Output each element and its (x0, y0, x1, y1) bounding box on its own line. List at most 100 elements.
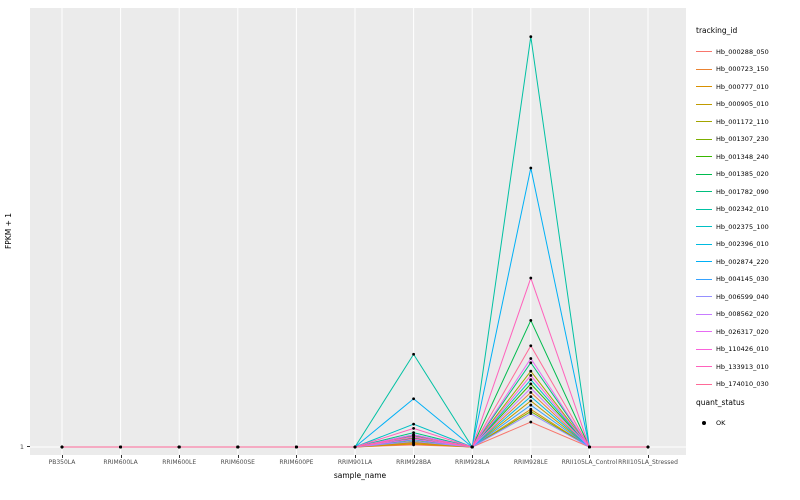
x-tick-label: RRIM600LA (103, 459, 138, 466)
legend-title-tracking-id: tracking_id (696, 26, 738, 35)
legend-key-line-icon (696, 191, 712, 193)
legend-item-Hb_002342_010: Hb_002342_010 (696, 201, 800, 219)
legend-item-label: Hb_002375_100 (716, 222, 769, 231)
data-point (529, 318, 533, 322)
y-tick-label: 1 (19, 443, 24, 451)
data-point (412, 431, 415, 435)
legend-item-Hb_000723_150: Hb_000723_150 (696, 61, 800, 79)
legend-key-line-icon (696, 296, 712, 298)
legend-item-label: Hb_133913_010 (716, 362, 769, 371)
legend-key-line-icon (696, 156, 712, 158)
legend-key-line-icon (696, 51, 712, 53)
data-point (412, 422, 415, 426)
legend-key-line-icon (696, 173, 712, 175)
data-point (353, 445, 357, 449)
data-point (529, 420, 533, 424)
x-tick-mark (62, 455, 63, 458)
legend-item-label: Hb_001782_090 (716, 187, 769, 196)
legend-key-line-icon (696, 86, 712, 88)
x-tick-mark (355, 455, 356, 458)
data-point (529, 395, 533, 399)
x-tick-mark (296, 455, 298, 458)
data-point (588, 445, 591, 449)
data-point (177, 445, 181, 449)
legend-item-label: Hb_002396_010 (716, 240, 769, 249)
legend-key-line-icon (696, 208, 712, 210)
x-axis-title: sample_name (333, 471, 387, 480)
legend-item-label: Hb_001348_240 (716, 152, 769, 161)
legend-item-Hb_001385_020: Hb_001385_020 (696, 166, 800, 184)
data-point (529, 407, 533, 411)
data-point (412, 440, 415, 443)
legend-item-Hb_002396_010: Hb_002396_010 (696, 236, 800, 254)
legend-item-label: Hb_000288_050 (716, 47, 769, 56)
x-tick-mark (589, 455, 591, 458)
legend-item-Hb_004145_030: Hb_004145_030 (696, 271, 800, 289)
legend-key-line-icon (696, 313, 712, 315)
legend-item-Hb_008562_020: Hb_008562_020 (696, 306, 800, 324)
data-point (295, 445, 298, 449)
data-point (529, 399, 533, 403)
y-tick-mark (27, 446, 30, 447)
legend-key-line-icon (696, 278, 712, 280)
legend-item-label: Hb_000905_010 (716, 100, 769, 109)
legend-item-label: Hb_006599_040 (716, 292, 769, 301)
x-tick-label: RRIM600LE (162, 459, 197, 466)
legend-item-Hb_133913_010: Hb_133913_010 (696, 358, 800, 376)
data-point (412, 352, 415, 356)
x-tick-label: RRII105LA_Stressed (618, 459, 678, 466)
x-tick-mark (472, 455, 474, 458)
legend-item-Hb_001348_240: Hb_001348_240 (696, 148, 800, 166)
data-point (529, 361, 533, 365)
legend-key-line-icon (696, 366, 712, 368)
legend-key-line-icon (696, 348, 712, 350)
x-tick-label: RRIM928LE (513, 459, 548, 466)
x-tick-label: RRII105LA_Control (561, 459, 618, 466)
legend-item-Hb_174010_030: Hb_174010_030 (696, 376, 800, 394)
x-tick-mark (120, 455, 122, 458)
legend-item-list: Hb_000288_050 Hb_000723_150 Hb_000777_010 H… (696, 43, 800, 393)
data-point (529, 369, 533, 373)
legend-item-label: Hb_026317_020 (716, 327, 769, 336)
data-point (236, 445, 240, 449)
legend-item-label: Hb_001385_020 (716, 170, 769, 179)
data-point (529, 390, 533, 394)
data-point (412, 426, 415, 430)
data-point (470, 445, 474, 449)
legend-key-line-icon (696, 121, 712, 123)
point-key-icon (702, 421, 706, 425)
x-tick-mark (648, 455, 649, 458)
legend-item-label: Hb_000723_150 (716, 65, 769, 74)
legend-item-label: Hb_174010_030 (716, 380, 769, 389)
data-point (60, 445, 64, 449)
legend-key-line-icon (696, 103, 712, 105)
legend-item-Hb_000905_010: Hb_000905_010 (696, 96, 800, 114)
legend-item-Hb_000777_010: Hb_000777_010 (696, 78, 800, 96)
legend-item-label: Hb_001172_110 (716, 117, 769, 126)
legend-item-Hb_002375_100: Hb_002375_100 (696, 218, 800, 236)
legend-item-label: Hb_000777_010 (716, 82, 769, 91)
legend-item-Hb_000288_050: Hb_000288_050 (696, 43, 800, 61)
legend-item-Hb_001307_230: Hb_001307_230 (696, 131, 800, 149)
legend-item-label: Hb_002874_220 (716, 257, 769, 266)
x-tick-mark (530, 455, 532, 458)
data-point (529, 378, 533, 382)
legend-key-line-icon (696, 243, 712, 245)
legend-item-Hb_006599_040: Hb_006599_040 (696, 288, 800, 306)
data-point (529, 410, 533, 413)
data-point (529, 166, 533, 170)
legend-item-ok: OK (696, 415, 800, 431)
data-point (412, 397, 415, 401)
data-point (412, 435, 415, 438)
data-point (529, 403, 533, 407)
x-tick-label: RRIM600SE (220, 459, 255, 466)
chart-canvas (30, 8, 686, 455)
legend-item-label: Hb_001307_230 (716, 135, 769, 144)
data-point (412, 437, 415, 441)
legend-item-Hb_001172_110: Hb_001172_110 (696, 113, 800, 131)
data-point (119, 445, 122, 449)
legend-key-line-icon (696, 226, 712, 228)
y-axis-title: FPKM + 1 (4, 212, 13, 250)
legend-key-line-icon (696, 138, 712, 140)
